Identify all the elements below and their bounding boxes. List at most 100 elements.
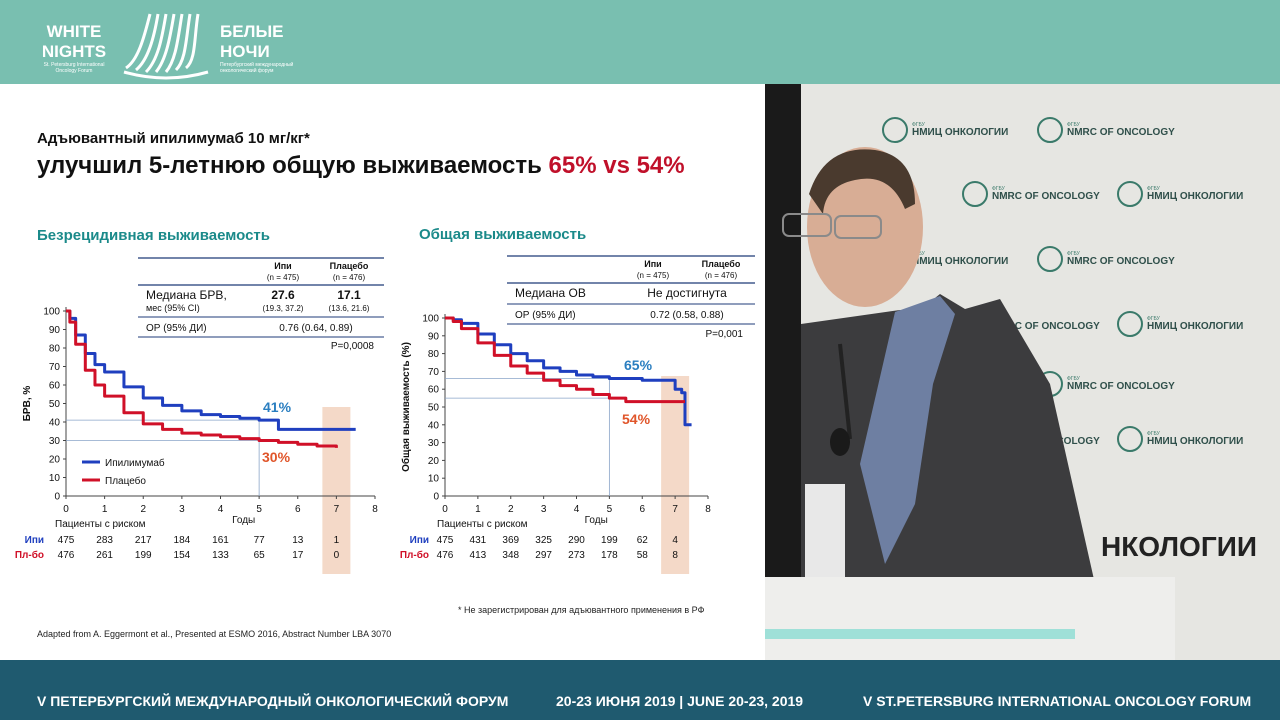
footer-right: V ST.PETERSBURG INTERNATIONAL ONCOLOGY F… — [863, 693, 1252, 709]
backdrop-logo-text: NMRC OF ONCOLOGY — [1067, 381, 1175, 392]
backdrop-logo-text: NMRC OF ONCOLOGY — [992, 191, 1100, 202]
title-prefix: улучшил 5-летнюю общую выживаемость — [37, 152, 549, 179]
backdrop-logo-icon — [1117, 311, 1143, 337]
backdrop-logo-small: ФГБУ — [1067, 251, 1081, 257]
backdrop-logo-icon — [1037, 246, 1063, 272]
stats-row1-v2-ci: (13.6, 21.6) — [329, 304, 370, 313]
risk-value: 348 — [502, 550, 519, 561]
y-tick-label: 20 — [49, 455, 61, 466]
stats-col1: Ипи — [274, 261, 291, 271]
risk-value: 283 — [96, 535, 113, 546]
risk-value: 13 — [292, 535, 304, 546]
annotation-placebo-5yr: 54% — [622, 411, 651, 427]
logo-ru: БЕЛЫЕ НОЧИ Петербургский международный о… — [220, 22, 310, 74]
x-tick-label: 7 — [334, 504, 340, 515]
risk-value: 154 — [174, 550, 191, 561]
source-citation: Adapted from A. Eggermont et al., Presen… — [37, 629, 392, 639]
y-axis-label: Общая выживаемость (%) — [400, 342, 412, 472]
backdrop-logo-text: NMRC OF ONCOLOGY — [1067, 127, 1175, 138]
backdrop-logo-text: НМИЦ ОНКОЛОГИИ — [1147, 436, 1243, 447]
risk-row-label: Пл-бо — [15, 549, 44, 561]
risk-value: 65 — [254, 550, 266, 561]
x-tick-label: 6 — [295, 504, 301, 515]
footnote: * Не зарегистрирован для адъювантного пр… — [458, 605, 705, 615]
header-bar: WHITE NIGHTS St. Petersburg Internationa… — [0, 0, 1280, 84]
y-tick-label: 90 — [49, 325, 61, 336]
risk-row-label: Пл-бо — [400, 549, 429, 561]
y-tick-label: 80 — [428, 349, 440, 360]
stats-col1: Ипи — [644, 259, 661, 269]
presentation-slide: Адъювантный ипилимумаб 10 мг/кг* улучшил… — [0, 84, 765, 660]
y-tick-label: 40 — [428, 420, 440, 431]
os-chart: Ипи (n = 475) Плацебо (n = 476) Медиана ОВ Не… — [400, 255, 755, 574]
risk-value: 297 — [535, 550, 552, 561]
risk-value: 178 — [601, 550, 618, 561]
backdrop-logo-small: ФГБУ — [1067, 122, 1081, 128]
y-tick-label: 30 — [49, 436, 61, 447]
stats-row2-label: ОР (95% ДИ) — [146, 323, 207, 334]
x-tick-label: 1 — [102, 504, 108, 515]
risk-value: 1 — [334, 535, 340, 546]
y-tick-label: 100 — [422, 314, 439, 325]
stats-p-value: P=0,0008 — [331, 341, 375, 352]
risk-value: 161 — [212, 535, 229, 546]
footer-left: V ПЕТЕРБУРГСКИЙ МЕЖДУНАРОДНЫЙ ОНКОЛОГИЧЕ… — [37, 693, 509, 709]
backdrop-logo-text: NMRC OF ONCOLOGY — [1067, 256, 1175, 267]
backdrop-logo-text: НМИЦ ОНКОЛОГИИ — [912, 127, 1008, 138]
stats-col2: Плацебо — [702, 259, 741, 269]
y-tick-label: 70 — [49, 362, 61, 373]
title-highlight: 65% vs 54% — [548, 152, 685, 179]
stats-col2-n: (n = 476) — [333, 273, 366, 282]
annotation-placebo-5yr: 30% — [262, 449, 291, 465]
y-tick-label: 50 — [428, 403, 440, 414]
risk-value: 62 — [637, 535, 649, 546]
logo-en-line2: NIGHTS — [41, 42, 107, 61]
risk-value: 325 — [535, 535, 552, 546]
slide-title-line2: улучшил 5-летнюю общую выживаемость 65% … — [37, 152, 685, 180]
backdrop-logo-text: НМИЦ ОНКОЛОГИИ — [912, 256, 1008, 267]
stats-col1-n: (n = 475) — [267, 273, 300, 282]
stats-row1-v1: 27.6 — [271, 288, 295, 302]
backdrop-logo-small: ФГБУ — [1067, 376, 1081, 382]
x-tick-label: 7 — [672, 504, 678, 515]
stats-row2-value: 0.76 (0.64, 0.89) — [279, 323, 352, 334]
series-line-ipilimumab — [445, 316, 692, 427]
risk-row-label: Ипи — [410, 535, 429, 546]
x-tick-label: 6 — [639, 504, 645, 515]
y-tick-label: 100 — [43, 307, 60, 318]
backdrop-logo-icon — [1037, 117, 1063, 143]
risk-value: 476 — [437, 550, 454, 561]
risk-value: 184 — [174, 535, 191, 546]
backdrop-logo-icon — [882, 117, 908, 143]
series-line-ipilimumab — [66, 309, 356, 431]
x-tick-label: 3 — [541, 504, 547, 515]
y-tick-label: 10 — [428, 474, 440, 485]
y-tick-label: 60 — [428, 385, 440, 396]
y-tick-label: 0 — [433, 492, 439, 503]
risk-value: 431 — [470, 535, 487, 546]
footer-center: 20-23 ИЮНЯ 2019 | JUNE 20-23, 2019 — [556, 693, 804, 709]
y-tick-label: 40 — [49, 418, 61, 429]
risk-value: 475 — [437, 535, 454, 546]
backdrop-logo-icon — [962, 181, 988, 207]
x-tick-label: 4 — [218, 504, 224, 515]
risk-value: 217 — [135, 535, 152, 546]
risk-value: 199 — [601, 535, 618, 546]
risk-row-label: Ипи — [25, 535, 44, 546]
series-line-placebo — [445, 316, 685, 404]
backdrop-logo-small: ФГБУ — [1147, 316, 1161, 322]
backdrop-logo-small: ФГБУ — [1147, 186, 1161, 192]
backdrop-edge — [765, 84, 801, 660]
risk-value: 133 — [212, 550, 229, 561]
risk-value: 476 — [58, 550, 75, 561]
risk-table-title: Пациенты с риском — [55, 519, 146, 530]
logo-ru-line2: НОЧИ — [220, 42, 270, 61]
risk-value: 199 — [135, 550, 152, 561]
x-tick-label: 2 — [508, 504, 514, 515]
y-tick-label: 50 — [49, 399, 61, 410]
speaker-shirt — [860, 296, 955, 564]
backdrop-logo-icon — [1117, 426, 1143, 452]
backdrop-logo-icon — [1117, 181, 1143, 207]
risk-table-title: Пациенты с риском — [437, 519, 528, 530]
